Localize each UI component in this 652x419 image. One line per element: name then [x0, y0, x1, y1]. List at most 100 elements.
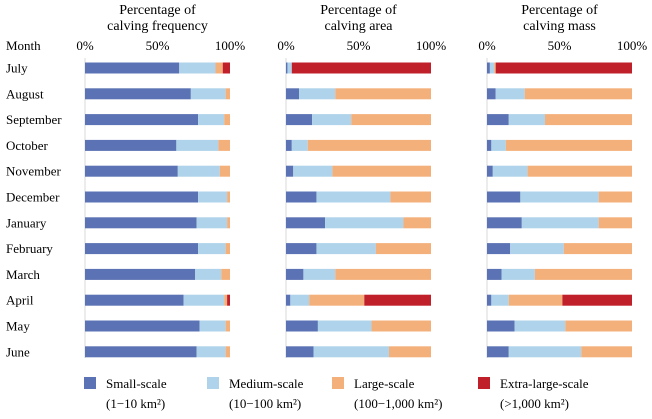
- bar-segment-medium-scale-november: [293, 165, 333, 177]
- bar-segment-medium-scale-september: [312, 114, 352, 126]
- bar-segment-medium-scale-august: [495, 88, 525, 100]
- bar-segment-small-scale-october: [85, 139, 177, 151]
- bar-segment-small-scale-september: [286, 114, 313, 126]
- legend-label: Small-scale: [106, 376, 167, 391]
- x-tick-label: 50%: [146, 38, 170, 53]
- month-label-august: August: [6, 86, 44, 101]
- bar-segment-extra-large-scale-april: [227, 294, 230, 306]
- bar-segment-small-scale-september: [487, 114, 509, 126]
- month-label-november: November: [6, 164, 62, 179]
- x-tick-label: 50%: [548, 38, 572, 53]
- bar-segment-medium-scale-february: [510, 243, 564, 255]
- bar-segment-large-scale-april: [224, 294, 228, 306]
- bar-segment-large-scale-september: [224, 114, 230, 126]
- month-label-september: September: [6, 112, 62, 127]
- bar-segment-large-scale-july: [215, 62, 223, 74]
- bar-segment-medium-scale-december: [520, 191, 599, 203]
- month-label-july: July: [6, 61, 28, 76]
- bar-segment-medium-scale-july: [489, 62, 495, 74]
- legend-sublabel: (1−10 km²): [106, 396, 165, 411]
- bar-segment-large-scale-september: [545, 114, 632, 126]
- bar-segment-small-scale-november: [487, 165, 493, 177]
- bar-segment-small-scale-april: [286, 294, 291, 306]
- bar-segment-medium-scale-march: [195, 268, 222, 280]
- x-tick-label: 0%: [76, 38, 94, 53]
- bar-segment-large-scale-june: [388, 346, 431, 358]
- bar-segment-medium-scale-april: [183, 294, 225, 306]
- legend-item-extra-large-scale: Extra-large-scale (>1,000 km²): [478, 376, 589, 411]
- bar-segment-extra-large-scale-april: [562, 294, 632, 306]
- bar-segment-medium-scale-march: [303, 268, 336, 280]
- bar-segment-medium-scale-february: [316, 243, 376, 255]
- bar-segment-medium-scale-december: [198, 191, 228, 203]
- bar-segment-medium-scale-february: [198, 243, 226, 255]
- bar-segment-medium-scale-august: [190, 88, 226, 100]
- bar-segment-large-scale-march: [335, 268, 431, 280]
- panel-title-line1: Percentage of: [521, 3, 598, 18]
- legend-label: Medium-scale: [229, 376, 304, 391]
- bar-segment-medium-scale-december: [316, 191, 391, 203]
- bar-segment-large-scale-august: [335, 88, 431, 100]
- bar-segment-small-scale-august: [286, 88, 300, 100]
- bar-segment-medium-scale-june: [196, 346, 226, 358]
- bar-segment-large-scale-november: [332, 165, 431, 177]
- bar-segment-large-scale-february: [563, 243, 632, 255]
- bar-segment-small-scale-may: [487, 320, 515, 332]
- bar-segment-small-scale-july: [487, 62, 490, 74]
- bar-segment-large-scale-january: [227, 217, 230, 229]
- bar-segment-extra-large-scale-april: [364, 294, 431, 306]
- bar-segment-medium-scale-july: [287, 62, 292, 74]
- bar-segment-large-scale-january: [403, 217, 431, 229]
- bar-segment-small-scale-december: [286, 191, 317, 203]
- bar-segment-medium-scale-june: [508, 346, 582, 358]
- bar-segment-large-scale-may: [565, 320, 632, 332]
- bar-segment-small-scale-july: [286, 62, 288, 74]
- bar-segment-small-scale-april: [85, 294, 184, 306]
- bar-segment-large-scale-august: [524, 88, 632, 100]
- bar-segment-large-scale-may: [225, 320, 230, 332]
- bar-segment-small-scale-august: [85, 88, 191, 100]
- bar-segment-large-scale-february: [225, 243, 230, 255]
- bar-segment-small-scale-december: [85, 191, 199, 203]
- month-label-may: May: [6, 319, 30, 334]
- bar-segment-small-scale-august: [487, 88, 496, 100]
- legend-swatch: [332, 377, 344, 389]
- bar-segment-medium-scale-january: [325, 217, 404, 229]
- bar-segment-large-scale-april: [508, 294, 563, 306]
- bar-segment-medium-scale-april: [290, 294, 310, 306]
- bar-segment-large-scale-february: [375, 243, 431, 255]
- bar-segment-extra-large-scale-july: [495, 62, 632, 74]
- legend-label: Large-scale: [354, 376, 415, 391]
- panel-title-line2: calving area: [324, 19, 393, 34]
- bar-segment-small-scale-january: [487, 217, 522, 229]
- month-label-march: March: [6, 267, 40, 282]
- bar-segment-medium-scale-january: [196, 217, 228, 229]
- bar-segment-small-scale-june: [487, 346, 509, 358]
- bar-segment-medium-scale-october: [176, 139, 219, 151]
- month-label-october: October: [6, 138, 49, 153]
- bar-segment-large-scale-august: [225, 88, 230, 100]
- x-tick-label: 0%: [478, 38, 496, 53]
- bar-segment-large-scale-december: [598, 191, 632, 203]
- bar-segment-large-scale-march: [534, 268, 632, 280]
- bar-segment-medium-scale-september: [198, 114, 225, 126]
- bar-segment-small-scale-june: [286, 346, 314, 358]
- bar-segment-large-scale-may: [371, 320, 431, 332]
- month-label-february: February: [6, 241, 53, 256]
- bar-segment-small-scale-february: [286, 243, 317, 255]
- bar-segment-large-scale-june: [225, 346, 230, 358]
- bar-segment-large-scale-october: [505, 139, 632, 151]
- bar-segment-medium-scale-january: [521, 217, 599, 229]
- x-tick-label: 50%: [347, 38, 371, 53]
- bar-segment-large-scale-december: [390, 191, 431, 203]
- legend-item-small-scale: Small-scale (1−10 km²): [84, 376, 167, 411]
- bar-segment-medium-scale-july: [179, 62, 216, 74]
- legend-label: Extra-large-scale: [500, 376, 589, 391]
- bar-segment-large-scale-december: [227, 191, 230, 203]
- bar-segment-medium-scale-november: [492, 165, 528, 177]
- legend-sublabel: (10−100 km²): [229, 396, 301, 411]
- x-tick-label: 100%: [416, 38, 447, 53]
